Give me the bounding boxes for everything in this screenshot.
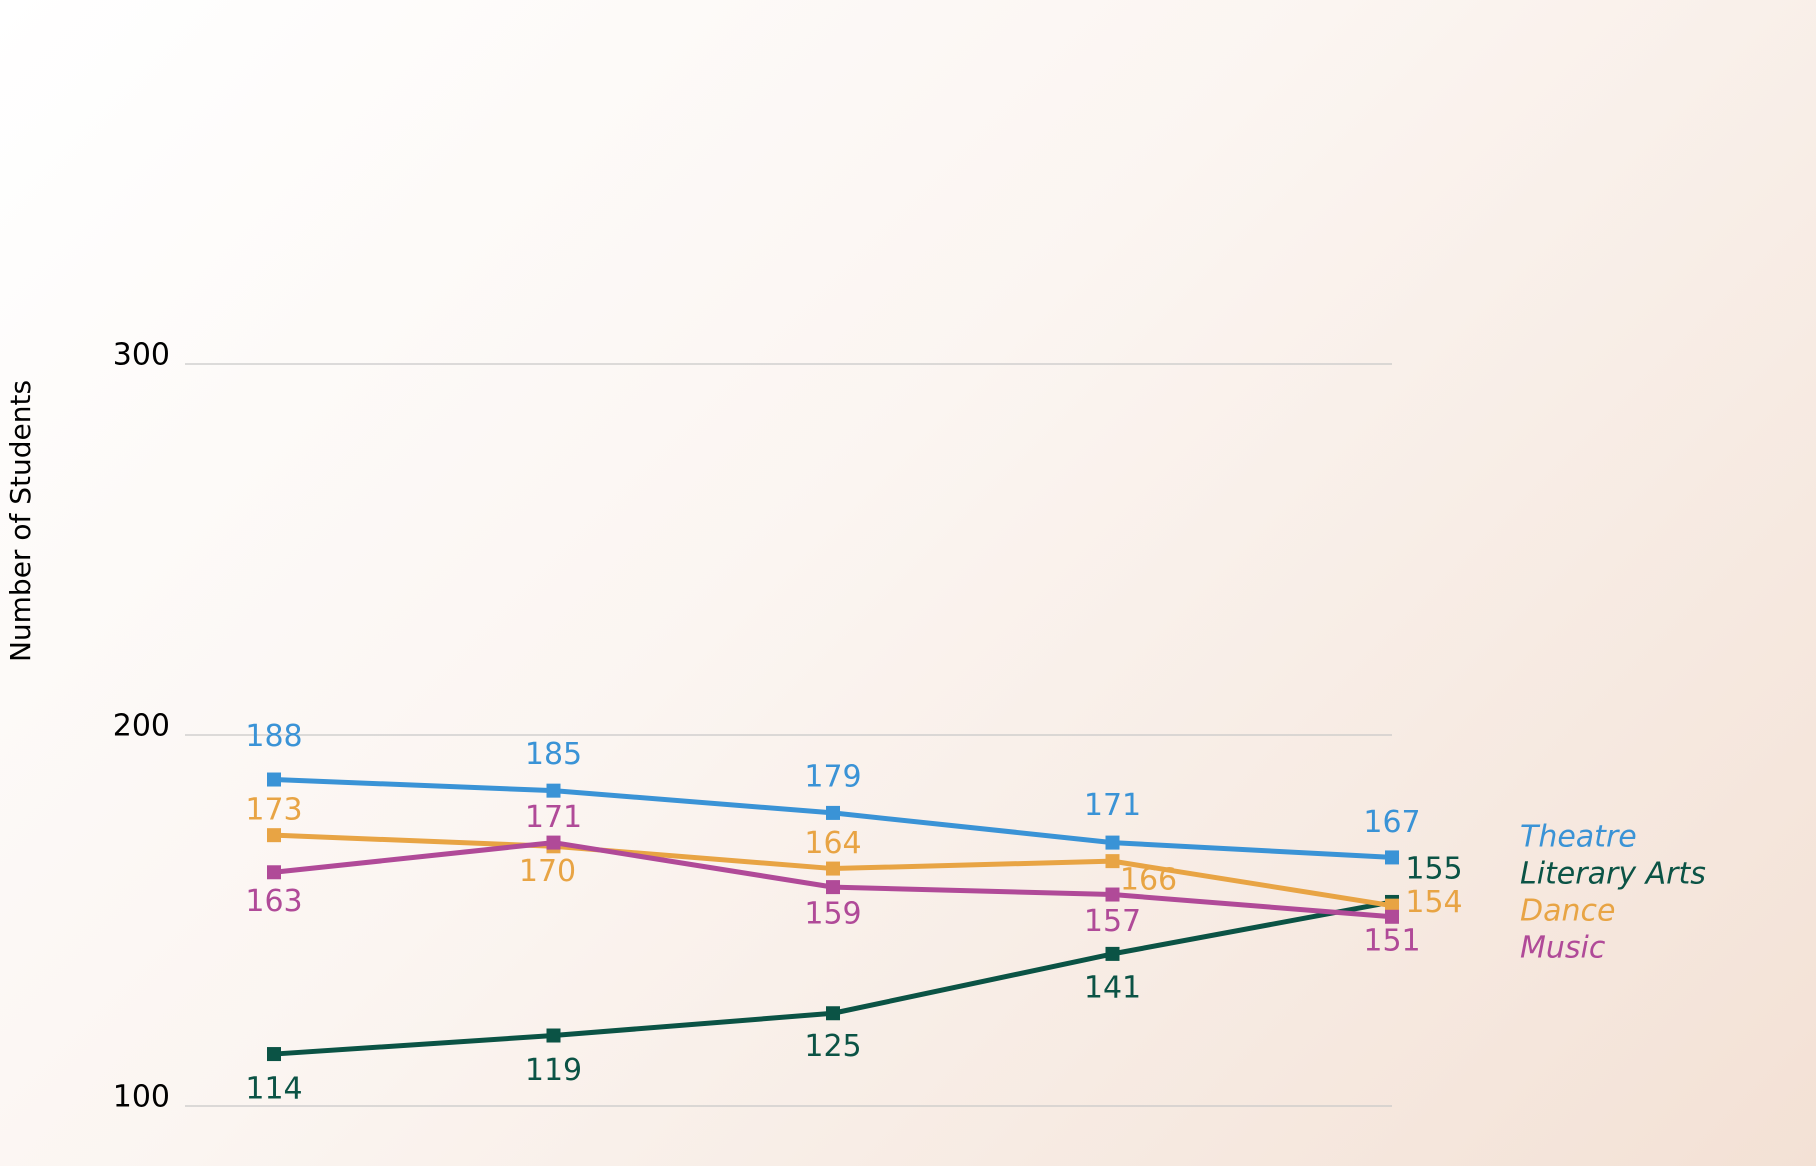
point-marker <box>826 861 840 876</box>
point-marker <box>1385 909 1399 924</box>
point-marker <box>826 805 840 820</box>
legend-entry: Literary Arts <box>1520 857 1706 892</box>
legend-entry: Dance <box>1520 894 1615 929</box>
data-label: 173 <box>245 793 302 828</box>
data-label: 114 <box>245 1072 302 1107</box>
point-marker <box>1105 854 1120 869</box>
data-label: 157 <box>1084 904 1141 939</box>
point-marker <box>546 835 561 850</box>
data-label: 119 <box>525 1053 582 1088</box>
point-marker <box>1105 835 1120 850</box>
data-label: 125 <box>804 1029 861 1064</box>
data-label: 185 <box>525 737 582 772</box>
y-axis-label: Number of Students <box>4 380 37 662</box>
data-label: 163 <box>245 884 302 919</box>
legend-entry: Theatre <box>1520 820 1637 855</box>
y-tick-label: 400 <box>113 0 170 2</box>
y-tick-label: 100 <box>113 1080 170 1115</box>
data-label: 155 <box>1405 851 1462 886</box>
data-label: 159 <box>804 897 861 932</box>
point-marker <box>1385 850 1399 865</box>
data-label: 141 <box>1084 970 1141 1005</box>
y-tick-label: 200 <box>113 709 170 744</box>
data-label: 188 <box>245 719 302 754</box>
legend-entry: Music <box>1520 931 1606 966</box>
data-label: 167 <box>1363 805 1420 840</box>
point-marker <box>267 865 281 880</box>
point-marker <box>826 880 840 895</box>
data-label: 164 <box>804 826 861 861</box>
data-label: 179 <box>804 759 861 794</box>
y-tick-label: 300 <box>113 338 170 373</box>
point-marker <box>267 1047 281 1062</box>
data-label: 171 <box>525 800 582 835</box>
point-marker <box>267 772 281 787</box>
data-label: 166 <box>1120 863 1177 898</box>
data-label: 170 <box>519 854 576 889</box>
data-label: 154 <box>1405 885 1462 920</box>
data-label: 151 <box>1363 923 1420 958</box>
data-label: 171 <box>1084 788 1141 823</box>
point-marker <box>1105 946 1120 961</box>
point-marker <box>1105 887 1120 902</box>
point-marker <box>1385 898 1399 913</box>
point-marker <box>826 1006 840 1021</box>
point-marker <box>546 783 561 798</box>
point-marker <box>267 828 281 843</box>
point-marker <box>546 1028 561 1043</box>
